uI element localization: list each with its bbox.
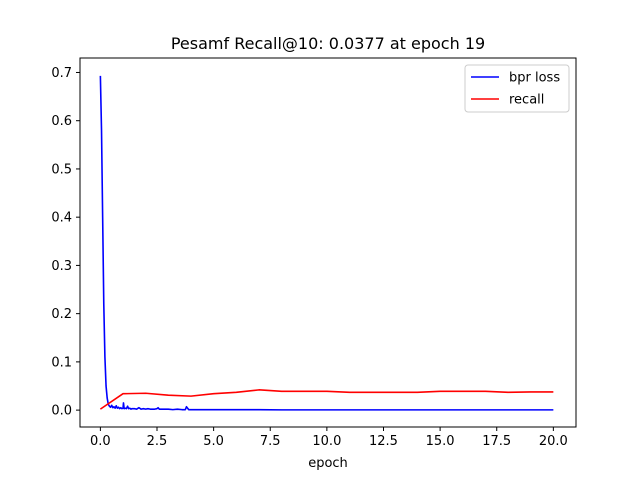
y-tick-label: 0.5: [51, 162, 72, 177]
x-tick-label: 5.0: [203, 434, 224, 449]
legend-label-recall: recall: [509, 93, 544, 108]
y-tick-label: 0.2: [51, 307, 72, 322]
x-tick-label: 0.0: [90, 434, 111, 449]
series-line-recall: [99, 389, 554, 410]
x-tick-label: 10.0: [312, 434, 341, 449]
x-tick-label: 20.0: [539, 434, 568, 449]
legend: bpr loss recall: [464, 64, 570, 113]
series-line-bpr-loss: [99, 75, 554, 411]
x-tick-label: 15.0: [426, 434, 455, 449]
x-tick-label: 2.5: [147, 434, 168, 449]
y-tick-label: 0.1: [51, 355, 72, 370]
x-axis-title: epoch: [308, 456, 348, 471]
y-tick-label: 0.4: [51, 211, 72, 226]
chart-title: Pesamf Recall@10: 0.0377 at epoch 19: [171, 34, 485, 53]
y-tick-label: 0.0: [51, 404, 72, 419]
x-tick-label: 12.5: [369, 434, 398, 449]
legend-label-bpr-loss: bpr loss: [509, 71, 560, 86]
axes: 0.0 2.5 5.0 7.5 10.0 12.5 15.0 17.5 20.0 0.0 0.1 0.…: [51, 57, 577, 449]
y-tick-label: 0.7: [51, 66, 72, 81]
x-tick-label: 17.5: [482, 434, 511, 449]
x-tick-label: 7.5: [260, 434, 281, 449]
y-tick-label: 0.3: [51, 259, 72, 274]
y-tick-label: 0.6: [51, 114, 72, 129]
plot-area: [99, 75, 554, 411]
axes-frame: [79, 57, 577, 428]
